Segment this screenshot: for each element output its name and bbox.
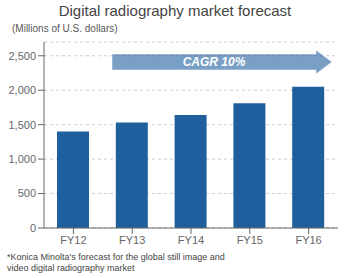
svg-text:FY15: FY15: [237, 234, 263, 246]
svg-text:FY13: FY13: [119, 234, 145, 246]
svg-text:1,000: 1,000: [8, 153, 36, 165]
html-text:Digital radiography market for: Digital radiography market forecast: [58, 2, 292, 19]
svg-text:CAGR 10%: CAGR 10%: [183, 55, 246, 69]
html-text:(Millions of U.S. dollars): (Millions of U.S. dollars): [12, 23, 118, 34]
svg-text:2,000: 2,000: [8, 84, 36, 96]
svg-text:FY16: FY16: [295, 234, 321, 246]
svg-text:0: 0: [30, 222, 36, 234]
svg-text:500: 500: [18, 187, 36, 199]
svg-text:1,500: 1,500: [8, 119, 36, 131]
svg-text:FY14: FY14: [178, 234, 204, 246]
html-text:*Konica Minolta's forecast for: *Konica Minolta's forecast for the globa…: [7, 252, 225, 273]
svg-text:FY12: FY12: [60, 234, 86, 246]
svg-text:2,500: 2,500: [8, 50, 36, 62]
